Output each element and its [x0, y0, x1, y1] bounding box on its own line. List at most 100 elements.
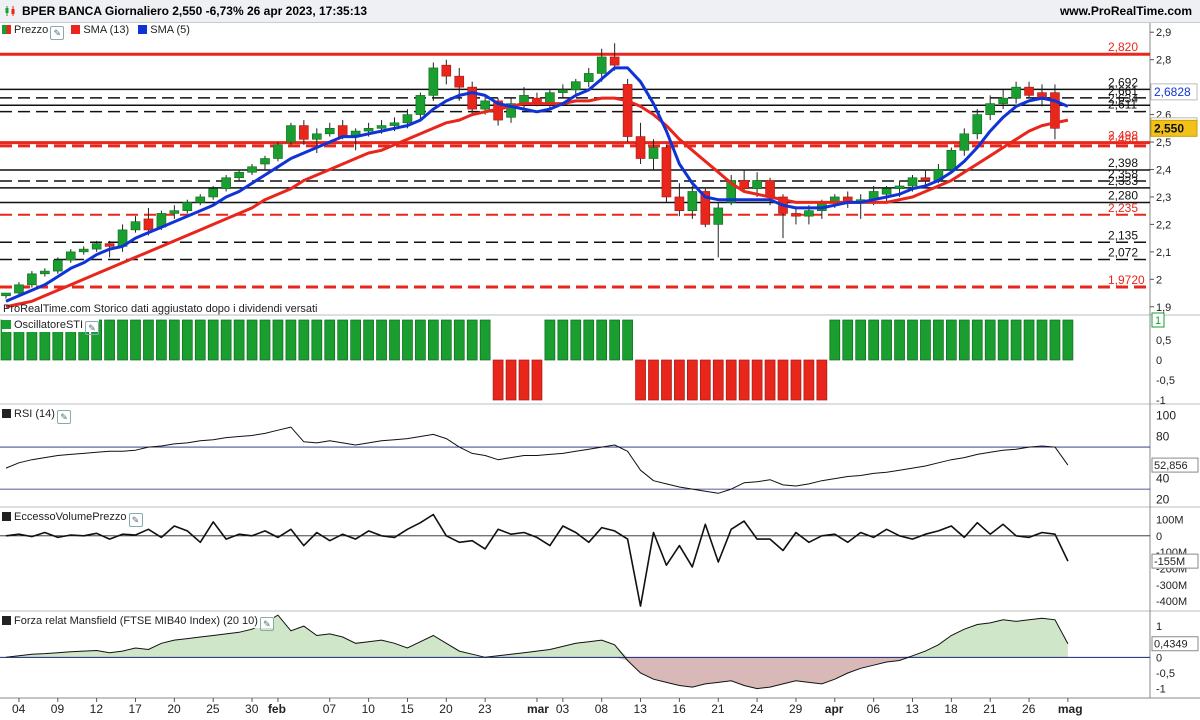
sti-bar — [143, 319, 154, 361]
y-tick-label: 1,9 — [1156, 302, 1171, 314]
y-tick-label: 0 — [1156, 355, 1162, 367]
rsi-line — [5, 426, 1069, 494]
sti-swatch-icon — [2, 320, 11, 329]
candle-body — [946, 149, 957, 170]
sti-bar — [945, 319, 957, 361]
wrench-icon[interactable]: ✎ — [50, 26, 65, 40]
sti-bar — [479, 319, 491, 361]
level-label: 2,398 — [1108, 156, 1138, 170]
sti-bar — [920, 319, 931, 361]
sti-bar — [829, 319, 841, 361]
x-tick-label: 25 — [206, 702, 220, 716]
candle-body — [596, 56, 607, 74]
candle-body — [687, 191, 698, 211]
wrench-icon[interactable]: ✎ — [56, 410, 71, 424]
candle-body — [739, 180, 749, 190]
candle-body — [130, 221, 141, 231]
sti-bar — [842, 319, 854, 361]
site-label: www.ProRealTime.com — [1059, 4, 1192, 18]
x-tick-label: 09 — [51, 702, 65, 716]
sti-bar — [104, 319, 115, 361]
sti-bar — [259, 319, 271, 361]
candle-body — [804, 210, 814, 217]
y-tick-label: -1 — [1156, 684, 1166, 696]
candle-body — [363, 128, 374, 132]
y-tick-label: 20 — [1156, 493, 1170, 507]
candle-body — [881, 188, 892, 195]
level-label: 2,661 — [1108, 84, 1138, 98]
y-tick-label: -0,5 — [1156, 375, 1175, 387]
mansfield-tag-box — [1151, 636, 1199, 652]
x-tick-label: 06 — [867, 702, 881, 716]
price-tag-label: 2,550 — [1154, 121, 1184, 135]
candle-body — [389, 122, 400, 126]
candle-body — [622, 84, 633, 137]
sti-bar — [181, 319, 193, 361]
candle-body — [635, 136, 646, 159]
candle-body — [972, 114, 983, 135]
sti-bar — [337, 319, 349, 361]
x-tick-label: 20 — [167, 702, 181, 716]
y-tick-label: 2,1 — [1156, 247, 1171, 259]
y-tick-label: 80 — [1156, 430, 1170, 444]
sti-bar — [596, 319, 608, 361]
mansfield-panel-label: Forza relat Mansfield (FTSE MIB40 Index)… — [2, 614, 274, 631]
x-tick-label: mag — [1058, 702, 1083, 716]
candle-body — [143, 218, 154, 231]
sti-bar — [350, 319, 361, 361]
sti-bar — [583, 319, 595, 361]
candle-body — [52, 259, 63, 272]
mansfield-swatch-icon — [2, 616, 11, 625]
sti-bar — [1023, 319, 1035, 361]
sti-label: OscillatoreSTI — [14, 319, 84, 331]
sma5-swatch-icon — [138, 25, 148, 34]
candle-body — [169, 210, 180, 214]
sti-bar — [855, 319, 867, 361]
mansfield-label: Forza relat Mansfield (FTSE MIB40 Index)… — [14, 615, 258, 627]
sti-bar — [984, 319, 996, 361]
wrench-icon[interactable]: ✎ — [259, 617, 274, 631]
sti-bar — [220, 319, 232, 361]
sti-bar — [699, 359, 711, 401]
sma13-swatch-icon — [71, 25, 81, 34]
sti-bar — [415, 319, 426, 361]
price-tag-label: 2,6828 — [1154, 85, 1191, 99]
sti-bar — [712, 359, 724, 401]
sti-bar — [544, 319, 556, 361]
sti-bar — [686, 359, 698, 401]
candle-body — [700, 191, 711, 225]
sti-bar — [518, 359, 530, 401]
x-tick-label: 23 — [478, 702, 492, 716]
sti-bar — [453, 319, 465, 361]
sma5-line — [5, 66, 1069, 303]
candle-body — [609, 56, 620, 66]
sti-bar — [311, 319, 323, 361]
y-tick-label: -300M — [1156, 580, 1187, 592]
candle-body — [907, 177, 918, 187]
level-label: 2,692 — [1108, 75, 1138, 89]
candle-body — [648, 147, 659, 159]
sti-bar — [285, 319, 297, 361]
y-tick-label: 2,2 — [1156, 219, 1171, 231]
sti-bar — [764, 359, 776, 401]
level-label: 2,820 — [1108, 40, 1138, 54]
sti-bar — [997, 319, 1009, 361]
sti-bar — [505, 359, 517, 401]
candle-body — [454, 75, 465, 88]
y-tick-label: 2 — [1156, 274, 1162, 286]
wrench-icon[interactable]: ✎ — [128, 513, 143, 527]
wrench-icon[interactable]: ✎ — [85, 321, 100, 335]
legend-sma13: SMA (13) — [83, 24, 130, 36]
x-tick-label: 16 — [672, 702, 686, 716]
candle-body — [402, 114, 413, 124]
candle-body — [428, 67, 439, 96]
candle-body — [726, 180, 737, 203]
sti-bar — [622, 319, 633, 361]
candle-body — [415, 95, 426, 115]
vol-label: EccessoVolumePrezzo — [14, 511, 127, 523]
sti-bar — [324, 319, 336, 361]
y-tick-label: 100M — [1156, 514, 1184, 526]
sti-bar — [376, 319, 387, 361]
sti-bar — [894, 319, 905, 361]
